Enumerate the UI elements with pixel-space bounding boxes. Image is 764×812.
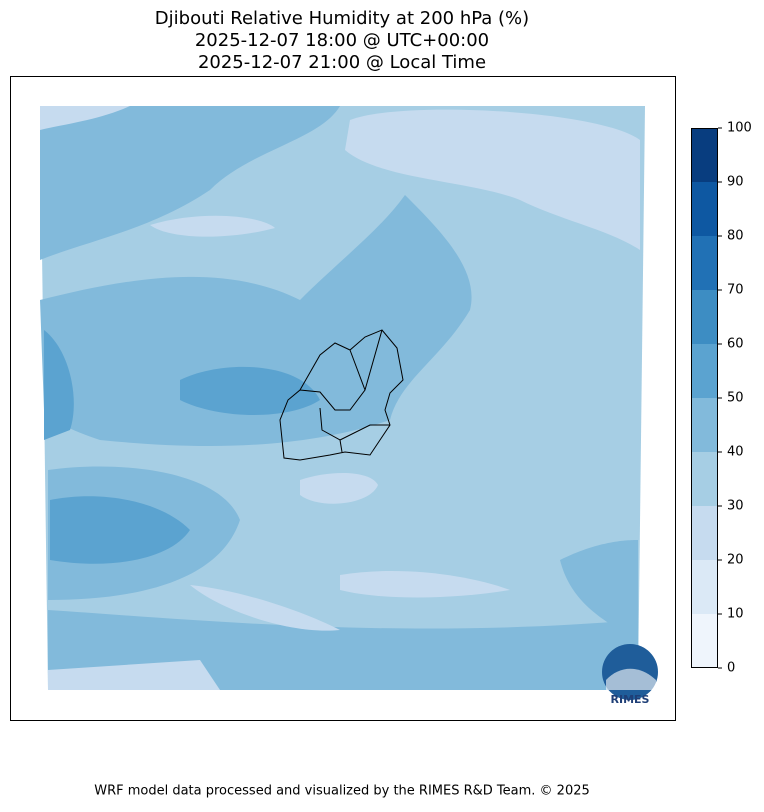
field-region bbox=[40, 106, 340, 260]
logo: RIMES bbox=[602, 644, 658, 706]
colorbar-segment bbox=[691, 452, 718, 506]
field-region bbox=[345, 109, 640, 250]
field-region bbox=[190, 585, 340, 631]
field-region bbox=[48, 660, 220, 690]
field-region bbox=[300, 473, 378, 504]
colorbar-segment bbox=[691, 128, 718, 182]
footer: WRF model data processed and visualized … bbox=[94, 784, 590, 799]
colorbar-segment bbox=[691, 398, 718, 452]
field-region bbox=[150, 215, 275, 237]
colorbar-segment bbox=[691, 290, 718, 344]
field-region bbox=[40, 106, 130, 130]
field-region bbox=[560, 540, 638, 640]
colorbar-segment bbox=[691, 182, 718, 236]
colorbar-tick-label: 100 bbox=[727, 121, 752, 136]
logo-text: RIMES bbox=[611, 693, 650, 706]
logo-wave bbox=[606, 668, 656, 690]
colorbar-segment bbox=[691, 506, 718, 560]
title-line: 2025-12-07 21:00 @ Local Time bbox=[198, 52, 486, 73]
field-region bbox=[40, 195, 472, 446]
colorbar-tick-label: 10 bbox=[727, 607, 744, 622]
field-region bbox=[340, 570, 510, 598]
colorbar-tick-label: 60 bbox=[727, 337, 744, 352]
colorbar-tick-label: 30 bbox=[727, 499, 744, 514]
colorbar-tick-label: 90 bbox=[727, 175, 744, 190]
colorbar: 0 10 20 30 40 50 60 70 80 90 100 bbox=[691, 121, 752, 676]
title-line: 2025-12-07 18:00 @ UTC+00:00 bbox=[195, 30, 489, 51]
colorbar-segment bbox=[691, 236, 718, 290]
field-region bbox=[44, 330, 74, 440]
country-border bbox=[279, 329, 404, 461]
title-line: Djibouti Relative Humidity at 200 hPa (%… bbox=[155, 8, 529, 29]
colorbar-tick-label: 50 bbox=[727, 391, 744, 406]
colorbar-segment bbox=[691, 614, 718, 668]
colorbar-segment bbox=[691, 560, 718, 614]
colorbar-tick-label: 20 bbox=[727, 553, 744, 568]
field-region bbox=[50, 496, 190, 564]
colorbar-segment bbox=[691, 344, 718, 398]
colorbar-tick-label: 70 bbox=[727, 283, 744, 298]
field-region bbox=[180, 366, 320, 415]
colorbar-tick-label: 40 bbox=[727, 445, 744, 460]
colorbar-outline bbox=[691, 128, 718, 668]
humidity-field bbox=[40, 106, 645, 690]
colorbar-tick-label: 80 bbox=[727, 229, 744, 244]
colorbar-tick-label: 0 bbox=[727, 661, 735, 676]
